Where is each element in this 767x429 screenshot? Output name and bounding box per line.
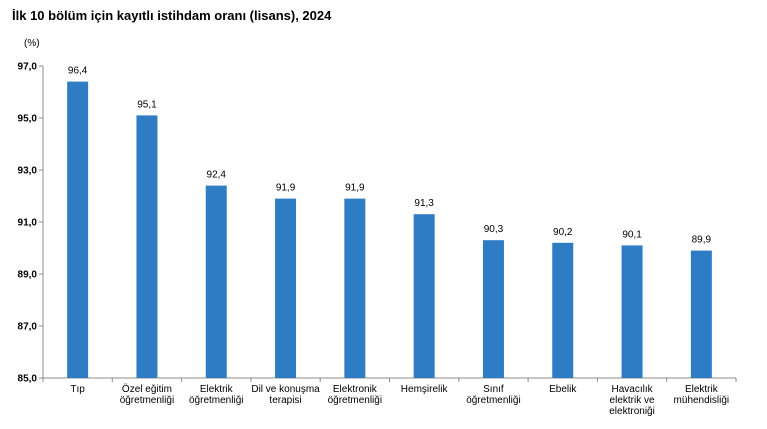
- bar: [690, 250, 712, 378]
- bar: [136, 115, 158, 379]
- bar: [344, 198, 366, 378]
- bar: [621, 245, 643, 378]
- y-tick-label: 93,0: [18, 166, 38, 177]
- x-category-label: Sınıf öğretmenliği: [466, 384, 521, 406]
- y-tick-label: 87,0: [18, 322, 38, 333]
- bar: [552, 242, 574, 378]
- data-label: 90,3: [484, 224, 504, 235]
- x-category-label: Özel eğitim öğretmenliği: [119, 384, 175, 406]
- bar: [482, 240, 504, 378]
- y-tick-label: 85,0: [18, 374, 38, 385]
- data-label: 89,9: [692, 235, 712, 246]
- x-category-label: Hemşirelik: [400, 384, 448, 395]
- bar: [413, 214, 435, 378]
- y-tick-label: 91,0: [18, 218, 38, 229]
- x-category-label: Dil ve konuşma terapisi: [251, 384, 320, 406]
- x-category-label: Elektronik öğretmenliği: [327, 384, 383, 406]
- data-label: 90,2: [553, 227, 573, 238]
- bar: [67, 81, 89, 378]
- data-label: 91,3: [414, 198, 434, 209]
- y-tick-label: 89,0: [18, 270, 38, 281]
- x-category-label: Elektrik öğretmenliği: [189, 384, 244, 406]
- data-label: 95,1: [137, 99, 157, 110]
- x-category-label: Havacılık elektrik ve elektroniği: [609, 384, 655, 417]
- x-category-label: Tıp: [70, 384, 85, 395]
- x-category-label: Ebelik: [549, 384, 577, 395]
- x-category-label: Elektrik mühendisliği: [673, 384, 730, 406]
- y-tick-label: 97,0: [18, 62, 38, 73]
- data-label: 92,4: [207, 170, 227, 181]
- data-label: 91,9: [345, 183, 365, 194]
- data-label: 90,1: [622, 229, 642, 240]
- data-label: 96,4: [68, 66, 88, 77]
- data-label: 91,9: [276, 183, 296, 194]
- bar: [275, 198, 297, 378]
- bar: [205, 185, 227, 378]
- chart-title: İlk 10 bölüm için kayıtlı istihdam oranı…: [12, 8, 332, 23]
- y-axis-unit-label: (%): [24, 38, 40, 49]
- y-tick-label: 95,0: [18, 114, 38, 125]
